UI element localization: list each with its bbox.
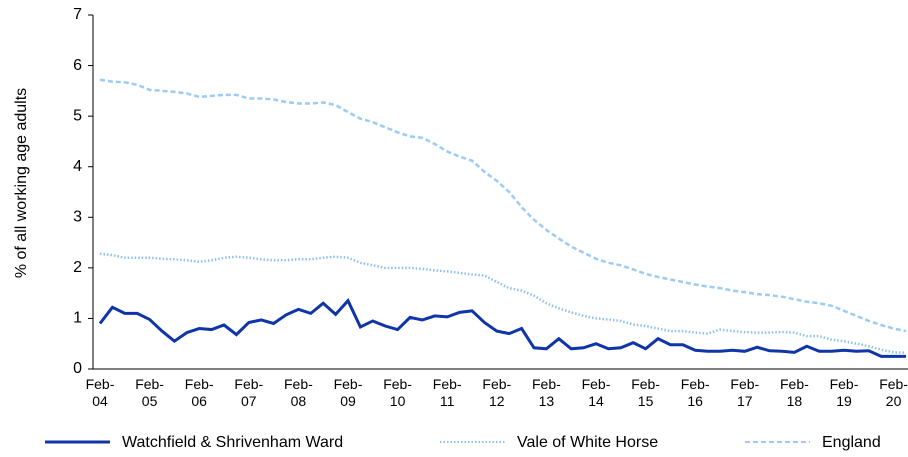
- series-line: [99, 78, 907, 333]
- x-tick-label: Feb-06: [184, 376, 214, 409]
- y-tick-label: 7: [73, 6, 82, 23]
- x-tick-label: Feb-04: [85, 376, 115, 409]
- x-tick-label: Feb-15: [631, 376, 660, 409]
- x-tick-label: Feb-11: [432, 376, 462, 409]
- x-tick-label: Feb-08: [283, 376, 313, 409]
- y-tick-label: 3: [73, 209, 82, 226]
- x-tick-label: Feb-10: [383, 376, 412, 409]
- x-tick-label: Feb-18: [779, 376, 809, 409]
- x-tick-label: Feb-16: [680, 376, 710, 409]
- y-tick-label: 2: [73, 259, 82, 276]
- series-line: [99, 252, 907, 355]
- x-tick-label: Feb-12: [482, 376, 512, 409]
- x-tick-label: Feb-19: [829, 376, 859, 409]
- x-tick-label: Feb-13: [531, 376, 561, 409]
- x-tick-label: Feb-20: [879, 376, 908, 409]
- x-tick-label: Feb-07: [234, 376, 264, 409]
- x-tick-label: Feb-05: [135, 376, 164, 409]
- x-tick-label: Feb-09: [333, 376, 363, 409]
- series-line: [98, 298, 906, 358]
- y-tick-label: 6: [73, 57, 82, 74]
- x-tick-label: Feb-14: [581, 376, 611, 409]
- legend-label: Vale of White Horse: [517, 434, 658, 451]
- legend-label: Watchfield & Shrivenham Ward: [122, 434, 343, 451]
- y-tick-label: 5: [73, 107, 82, 124]
- y-axis-label: % of all working age adults: [13, 88, 30, 278]
- y-tick-label: 0: [73, 360, 82, 377]
- legend-label: England: [822, 434, 881, 451]
- x-tick-label: Feb-17: [730, 376, 760, 409]
- y-tick-label: 1: [73, 310, 82, 327]
- y-tick-label: 4: [73, 158, 82, 175]
